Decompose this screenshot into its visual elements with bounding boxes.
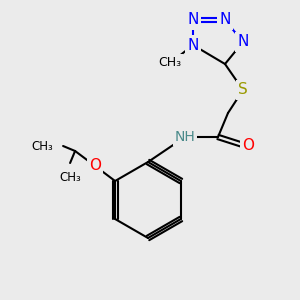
Text: N: N <box>237 34 249 50</box>
Text: CH₃: CH₃ <box>31 140 53 152</box>
Text: CH₃: CH₃ <box>158 56 182 68</box>
Text: S: S <box>238 82 248 98</box>
Text: N: N <box>219 13 231 28</box>
Text: O: O <box>89 158 101 173</box>
Text: O: O <box>242 137 254 152</box>
Text: N: N <box>187 13 199 28</box>
Text: CH₃: CH₃ <box>59 171 81 184</box>
Text: N: N <box>187 38 199 52</box>
Text: NH: NH <box>175 130 195 144</box>
